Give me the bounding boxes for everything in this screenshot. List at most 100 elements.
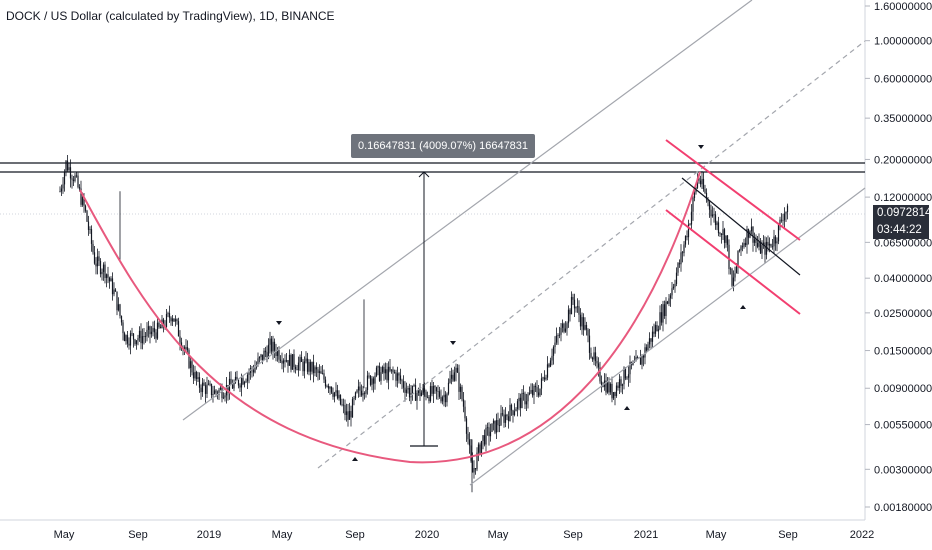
candle-body xyxy=(579,314,582,327)
candle-body xyxy=(104,264,106,278)
candle-body xyxy=(656,325,658,332)
candle-body xyxy=(185,347,187,350)
time-tick-label: Sep xyxy=(128,529,148,541)
candle-body xyxy=(779,219,781,225)
candle-body xyxy=(137,338,139,341)
candle-body xyxy=(620,379,622,386)
candle-body xyxy=(548,364,550,367)
candle-body xyxy=(536,387,538,393)
candle-body xyxy=(444,394,447,403)
measure-label: 0.16647831 (4009.07%) 16647831 xyxy=(351,134,536,158)
candle-body xyxy=(741,246,744,248)
candle-body xyxy=(683,244,685,254)
candle-body xyxy=(408,387,411,398)
candle-body xyxy=(537,392,540,396)
candle-body xyxy=(573,299,576,309)
candle-body xyxy=(386,369,388,381)
candle-body xyxy=(726,235,729,245)
candle-body xyxy=(464,406,466,419)
candle-body xyxy=(231,384,234,389)
candle-body xyxy=(648,338,651,345)
candle-body xyxy=(773,236,775,247)
candle-body xyxy=(341,404,343,406)
candle-body xyxy=(621,384,624,386)
candle-body xyxy=(602,384,604,387)
candle-body xyxy=(693,192,696,198)
candle-body xyxy=(335,390,337,393)
candle-body xyxy=(354,392,357,399)
candle-body xyxy=(774,236,777,244)
candle-body xyxy=(437,391,439,393)
candle-body xyxy=(525,401,528,405)
candle-body xyxy=(512,410,514,416)
candle-body xyxy=(516,401,519,409)
candle-body xyxy=(396,373,399,381)
candle-body xyxy=(750,226,753,232)
candle-body xyxy=(293,354,295,367)
candle-body xyxy=(687,224,690,238)
candle-body xyxy=(158,322,160,327)
candle-body xyxy=(569,309,571,315)
candle-body xyxy=(485,427,487,445)
price-tick-label: 1.60000000 xyxy=(874,1,932,13)
candle-body xyxy=(149,326,151,335)
candle-body xyxy=(189,361,192,368)
candle-body xyxy=(123,333,126,342)
pivot-marker-up xyxy=(740,305,746,309)
candle-body xyxy=(344,405,346,415)
candle-body xyxy=(395,372,397,381)
candle-body xyxy=(126,335,129,344)
candle-body xyxy=(78,187,81,189)
candle-body xyxy=(701,178,703,185)
candle-body xyxy=(129,333,132,346)
candle-body xyxy=(455,367,457,373)
candle-body xyxy=(531,389,534,396)
candle-body xyxy=(672,286,675,289)
candle-body xyxy=(783,213,786,221)
candle-body xyxy=(260,354,262,358)
candle-body xyxy=(609,383,612,393)
pivot-marker-up xyxy=(352,457,358,461)
candle-body xyxy=(378,366,381,381)
price-tick-label: 1.00000000 xyxy=(874,36,932,48)
candle-body xyxy=(557,335,559,336)
candle-body xyxy=(269,338,271,345)
candle-body xyxy=(108,277,111,282)
candle-body xyxy=(381,366,384,373)
candle-body xyxy=(116,291,118,311)
candle-body xyxy=(311,361,313,372)
candle-body xyxy=(383,366,385,374)
candle-body xyxy=(756,243,759,247)
candle-body xyxy=(597,363,600,368)
candle-body xyxy=(494,420,496,433)
candle-body xyxy=(441,397,444,402)
candle-body xyxy=(663,304,666,317)
candle-body xyxy=(69,167,72,179)
candle-body xyxy=(218,389,220,395)
candle-body xyxy=(248,372,250,375)
price-tick-label: 0.12000000 xyxy=(874,192,932,204)
candle-body xyxy=(332,392,334,397)
candle-body xyxy=(492,420,495,424)
candle-body xyxy=(404,387,406,393)
candle-body xyxy=(144,336,147,338)
candle-body xyxy=(722,229,724,235)
candle-body xyxy=(524,393,526,405)
price-tick-label: 0.02500000 xyxy=(874,308,932,320)
candle-body xyxy=(650,338,652,342)
candle-body xyxy=(170,317,172,322)
candle-body xyxy=(314,367,316,374)
candle-body xyxy=(392,369,394,373)
candle-body xyxy=(278,350,280,360)
candle-body xyxy=(612,392,615,399)
candle-body xyxy=(416,392,418,401)
candle-body xyxy=(65,160,67,172)
candle-body xyxy=(318,371,321,373)
measure-arrow xyxy=(418,171,430,178)
candle-body xyxy=(356,390,358,393)
candle-body xyxy=(489,431,492,437)
candle-body xyxy=(285,360,288,362)
candle-body xyxy=(122,322,124,334)
candle-body xyxy=(147,326,150,330)
